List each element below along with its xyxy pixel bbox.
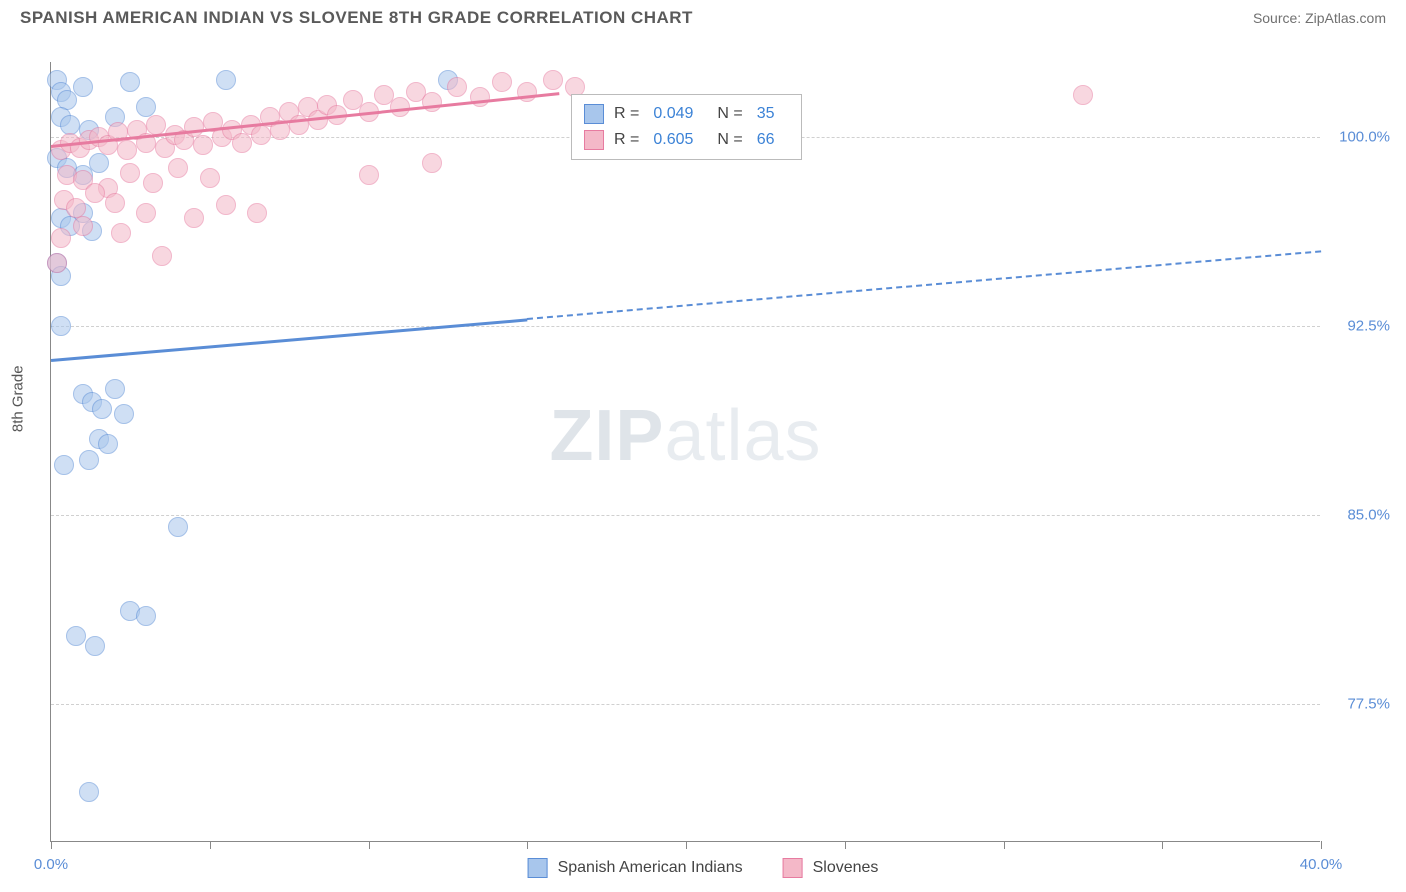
marker-slovene (47, 253, 67, 273)
plot-area: ZIPatlas 77.5%85.0%92.5%100.0%0.0%40.0%R… (50, 62, 1320, 842)
marker-spanish (136, 606, 156, 626)
chart-header: SPANISH AMERICAN INDIAN VS SLOVENE 8TH G… (0, 0, 1406, 32)
marker-slovene (1073, 85, 1093, 105)
marker-slovene (136, 203, 156, 223)
x-tick (1162, 841, 1163, 849)
marker-slovene (111, 223, 131, 243)
marker-slovene (143, 173, 163, 193)
stats-row: R =0.049N =35 (584, 101, 789, 127)
chart-source: Source: ZipAtlas.com (1253, 10, 1386, 26)
stats-row: R =0.605N =66 (584, 127, 789, 153)
marker-slovene (51, 228, 71, 248)
marker-slovene (543, 70, 563, 90)
legend-swatch-pink (783, 858, 803, 878)
trend-line (527, 251, 1321, 321)
marker-slovene (216, 195, 236, 215)
chart-title: SPANISH AMERICAN INDIAN VS SLOVENE 8TH G… (20, 8, 693, 28)
y-tick-label: 77.5% (1347, 695, 1390, 712)
gridline (51, 326, 1320, 327)
marker-spanish (120, 72, 140, 92)
gridline (51, 704, 1320, 705)
marker-spanish (114, 404, 134, 424)
marker-slovene (200, 168, 220, 188)
marker-spanish (216, 70, 236, 90)
marker-slovene (470, 87, 490, 107)
marker-slovene (120, 163, 140, 183)
marker-slovene (168, 158, 188, 178)
trend-line (51, 318, 527, 361)
marker-slovene (193, 135, 213, 155)
legend-item-spanish: Spanish American Indians (528, 858, 743, 878)
x-tick (1321, 841, 1322, 849)
marker-slovene (184, 208, 204, 228)
marker-spanish (105, 379, 125, 399)
x-tick (845, 841, 846, 849)
marker-slovene (152, 246, 172, 266)
legend-item-slovenes: Slovenes (783, 858, 879, 878)
marker-spanish (98, 434, 118, 454)
marker-spanish (73, 77, 93, 97)
marker-spanish (168, 517, 188, 537)
marker-slovene (422, 92, 442, 112)
x-tick-label: 0.0% (34, 856, 68, 873)
marker-spanish (89, 153, 109, 173)
marker-spanish (54, 455, 74, 475)
x-tick (369, 841, 370, 849)
stats-swatch (584, 130, 604, 150)
y-tick-label: 100.0% (1339, 129, 1390, 146)
marker-slovene (85, 183, 105, 203)
marker-slovene (232, 133, 252, 153)
marker-spanish (66, 626, 86, 646)
y-tick-label: 85.0% (1347, 506, 1390, 523)
marker-slovene (447, 77, 467, 97)
marker-slovene (251, 125, 271, 145)
marker-slovene (117, 140, 137, 160)
x-tick-label: 40.0% (1300, 856, 1343, 873)
x-tick (527, 841, 528, 849)
stats-legend: R =0.049N =35R =0.605N =66 (571, 94, 802, 160)
gridline (51, 515, 1320, 516)
watermark: ZIPatlas (549, 395, 821, 477)
marker-spanish (85, 636, 105, 656)
marker-slovene (73, 216, 93, 236)
y-axis-label: 8th Grade (10, 365, 27, 432)
legend-label-spanish: Spanish American Indians (558, 859, 743, 877)
marker-slovene (422, 153, 442, 173)
x-tick (1004, 841, 1005, 849)
y-tick-label: 92.5% (1347, 318, 1390, 335)
marker-slovene (105, 193, 125, 213)
marker-spanish (51, 316, 71, 336)
stats-swatch (584, 104, 604, 124)
chart-container: 8th Grade ZIPatlas 77.5%85.0%92.5%100.0%… (0, 32, 1406, 882)
marker-slovene (247, 203, 267, 223)
legend-swatch-blue (528, 858, 548, 878)
x-tick (686, 841, 687, 849)
marker-spanish (92, 399, 112, 419)
x-tick (210, 841, 211, 849)
x-tick (51, 841, 52, 849)
marker-spanish (79, 450, 99, 470)
marker-spanish (79, 782, 99, 802)
legend-label-slovenes: Slovenes (813, 859, 879, 877)
marker-slovene (492, 72, 512, 92)
bottom-legend: Spanish American Indians Slovenes (528, 858, 879, 878)
marker-slovene (146, 115, 166, 135)
marker-slovene (517, 82, 537, 102)
marker-slovene (359, 165, 379, 185)
